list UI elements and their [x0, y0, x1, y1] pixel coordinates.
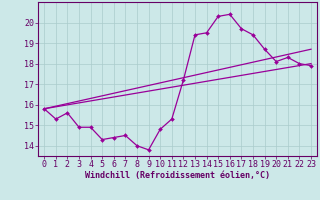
X-axis label: Windchill (Refroidissement éolien,°C): Windchill (Refroidissement éolien,°C) [85, 171, 270, 180]
